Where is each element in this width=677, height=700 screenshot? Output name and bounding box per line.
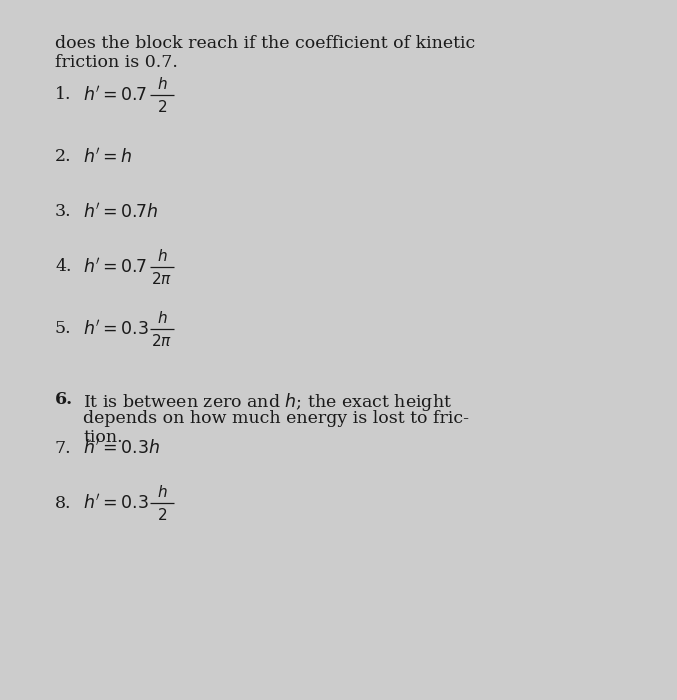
Text: $h' = 0.7$: $h' = 0.7$: [83, 258, 148, 277]
Text: $2$: $2$: [157, 508, 167, 524]
Text: $h$: $h$: [156, 76, 167, 92]
Text: $h' = 0.3$: $h' = 0.3$: [83, 319, 149, 338]
Text: 3.: 3.: [55, 203, 72, 220]
Text: 6.: 6.: [55, 391, 73, 408]
Text: 4.: 4.: [55, 258, 72, 275]
Text: $h' = 0.3$: $h' = 0.3$: [83, 494, 149, 513]
Text: $2$: $2$: [157, 99, 167, 115]
Text: depends on how much energy is lost to fric-: depends on how much energy is lost to fr…: [83, 410, 469, 427]
Text: $h$: $h$: [156, 310, 167, 326]
Text: $h$: $h$: [156, 484, 167, 500]
Text: $h' = 0.7$: $h' = 0.7$: [83, 85, 148, 104]
Text: $2\pi$: $2\pi$: [152, 271, 173, 287]
Text: 2.: 2.: [55, 148, 72, 165]
Text: $h' = 0.7h$: $h' = 0.7h$: [83, 202, 158, 221]
Text: friction is 0.7.: friction is 0.7.: [55, 54, 178, 71]
Text: $2\pi$: $2\pi$: [152, 332, 173, 349]
Text: 1.: 1.: [55, 86, 72, 104]
Text: $h' = 0.3h$: $h' = 0.3h$: [83, 439, 160, 458]
Text: 8.: 8.: [55, 495, 72, 512]
Text: $h' = h$: $h' = h$: [83, 147, 133, 167]
Text: 7.: 7.: [55, 440, 72, 457]
Text: does the block reach if the coefficient of kinetic: does the block reach if the coefficient …: [55, 35, 475, 52]
Text: tion.: tion.: [83, 428, 123, 446]
Text: 5.: 5.: [55, 321, 72, 337]
Text: It is between zero and $h$; the exact height: It is between zero and $h$; the exact he…: [83, 391, 452, 413]
Text: $h$: $h$: [156, 248, 167, 264]
